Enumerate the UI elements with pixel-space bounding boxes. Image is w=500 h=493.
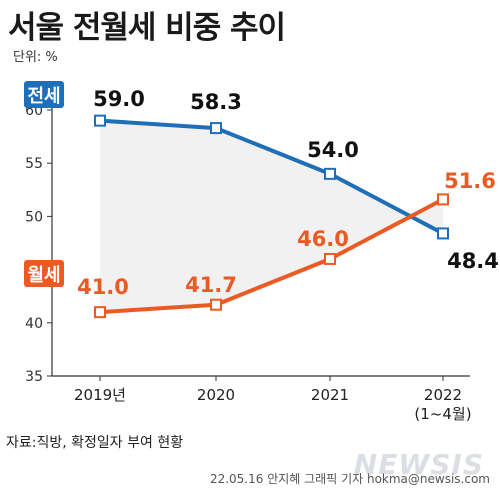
x-tick-label: 2021 xyxy=(311,386,349,404)
value-label: 48.4 xyxy=(447,249,499,273)
legend-swatch xyxy=(24,81,64,108)
series-line-jeonse xyxy=(99,118,444,236)
legend-label: 월세 xyxy=(27,265,60,286)
value-label: 41.0 xyxy=(77,275,129,299)
data-point xyxy=(324,252,336,265)
value-label: 58.3 xyxy=(190,90,242,114)
y-tick-label: 40 xyxy=(25,316,43,332)
unit-label: 단위: % xyxy=(13,50,58,65)
data-point xyxy=(94,306,106,319)
x-tick-label: 2019년 xyxy=(74,386,126,404)
y-tick-label: 35 xyxy=(25,369,43,385)
source-note: 자료:직방, 확정일자 부여 현황 xyxy=(6,435,184,451)
y-tick-label: 50 xyxy=(25,209,43,225)
value-label: 54.0 xyxy=(307,138,359,162)
legend-label: 전세 xyxy=(27,86,60,107)
chart-title: 서울 전월세 비중 추이 xyxy=(8,10,286,46)
data-point xyxy=(210,298,222,311)
y-tick-label: 55 xyxy=(25,156,43,172)
value-label: 46.0 xyxy=(297,227,349,251)
legend-swatch xyxy=(24,260,64,287)
x-tick-label: 2022 xyxy=(424,386,462,404)
data-point xyxy=(437,193,449,206)
value-label: 59.0 xyxy=(93,87,145,111)
credit-line: 22.05.16 안지혜 그래픽 기자 hokma@newsis.com xyxy=(209,472,490,486)
newsis-watermark: NEWSIS xyxy=(353,448,484,481)
x-tick-label: 2020 xyxy=(197,386,235,404)
series-line-wolse xyxy=(99,197,444,315)
value-label: 41.7 xyxy=(185,273,237,297)
data-point xyxy=(210,122,222,135)
value-label: 51.6 xyxy=(444,169,496,193)
x-tick-sublabel: (1~4월) xyxy=(414,405,471,423)
data-point xyxy=(94,114,106,127)
data-point xyxy=(437,227,449,240)
data-point xyxy=(324,167,336,180)
gap-area xyxy=(100,120,443,313)
